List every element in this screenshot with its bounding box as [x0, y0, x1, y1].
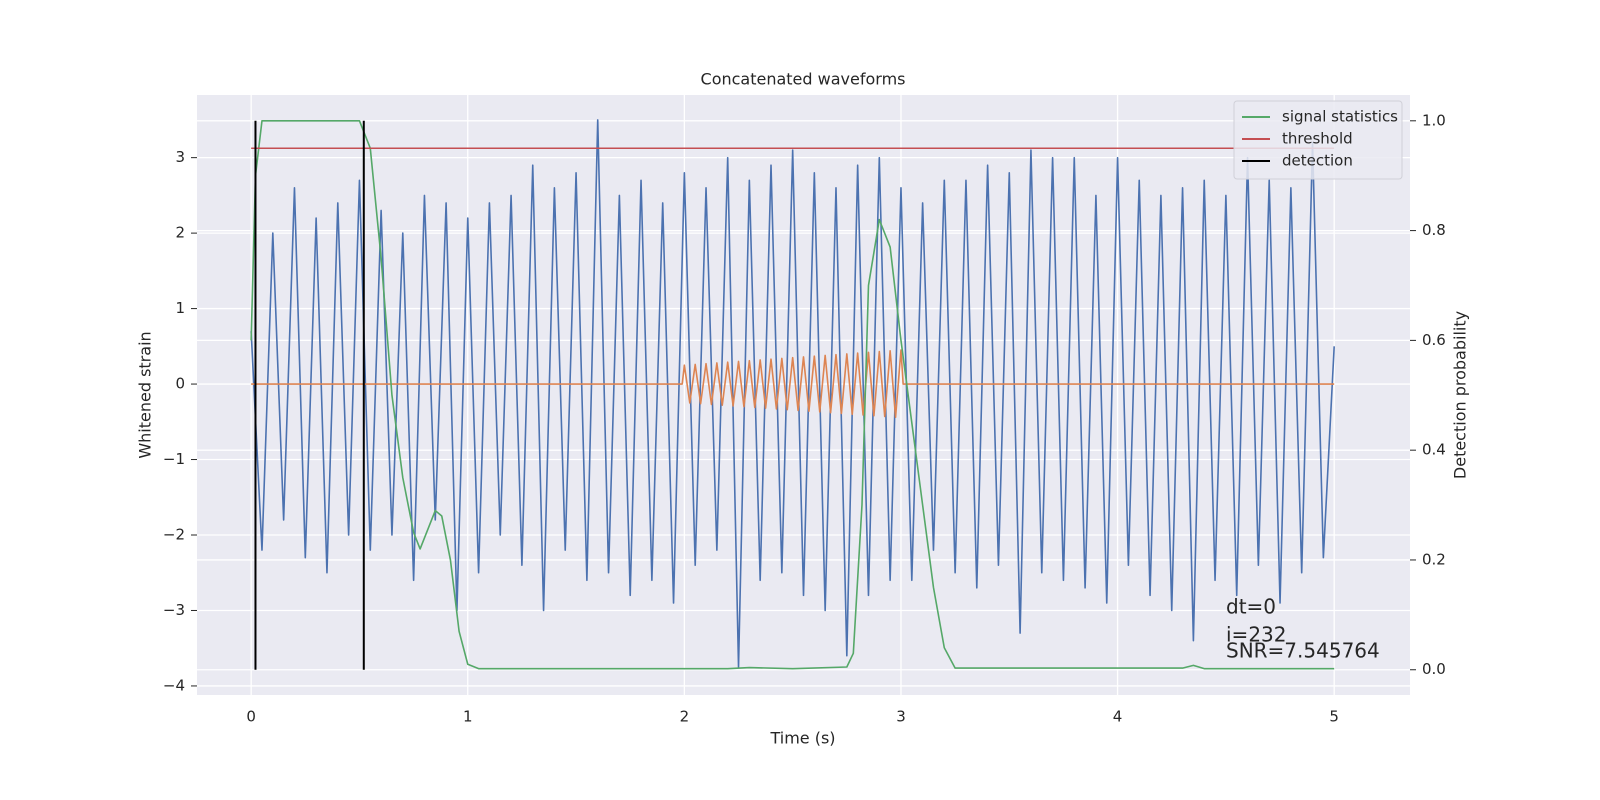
- legend-box: [1233, 100, 1403, 180]
- legend-label: detection: [1282, 152, 1353, 170]
- x-tick-label: 4: [1113, 708, 1123, 726]
- x-tick-label: 2: [680, 708, 690, 726]
- legend-label: signal statistics: [1282, 108, 1398, 126]
- y-tick-label: 2: [175, 224, 185, 242]
- annotation: i=232: [1226, 623, 1287, 647]
- x-tick-label: 1: [463, 708, 473, 726]
- series-line: [250, 120, 1335, 670]
- y-tick-label: 0: [175, 375, 185, 393]
- y2-tick-label: 0.6: [1422, 331, 1446, 349]
- y-tick-label: −1: [163, 450, 185, 468]
- chart-title: Concatenated waveforms: [701, 70, 906, 89]
- x-tick-label: 5: [1329, 708, 1339, 726]
- marks: [250, 119, 1335, 670]
- y2-tick-label: 0.8: [1422, 221, 1446, 239]
- x-tick-label: 0: [246, 708, 256, 726]
- legend-label: threshold: [1282, 130, 1353, 148]
- y-tick-label: −2: [163, 526, 185, 544]
- y-tick-label: 3: [175, 148, 185, 166]
- y-tick-label: −4: [163, 676, 185, 694]
- series-line: [251, 349, 1335, 419]
- x-tick-label: 3: [896, 708, 906, 726]
- series-line: [250, 119, 1335, 668]
- annotation: dt=0: [1226, 595, 1276, 619]
- y-tick-label: −3: [163, 601, 185, 619]
- annotation: SNR=7.545764: [1226, 639, 1380, 663]
- y-tick-label: 1: [175, 299, 185, 317]
- y2-tick-label: 0.4: [1422, 441, 1446, 459]
- y2-axis-label: Detection probability: [1451, 311, 1470, 479]
- x-axis-label: Time (s): [769, 729, 835, 748]
- y2-tick-label: 1.0: [1422, 111, 1446, 129]
- y-axis-label: Whitened strain: [136, 331, 155, 458]
- y2-tick-label: 0.0: [1422, 660, 1446, 678]
- y2-tick-label: 0.2: [1422, 550, 1446, 568]
